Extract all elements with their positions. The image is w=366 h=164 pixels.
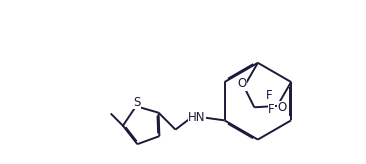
Text: O: O xyxy=(277,101,287,114)
Text: F: F xyxy=(268,103,275,116)
Text: O: O xyxy=(237,77,246,90)
Text: S: S xyxy=(133,96,141,109)
Text: F: F xyxy=(266,89,272,102)
Text: HN: HN xyxy=(188,111,206,124)
